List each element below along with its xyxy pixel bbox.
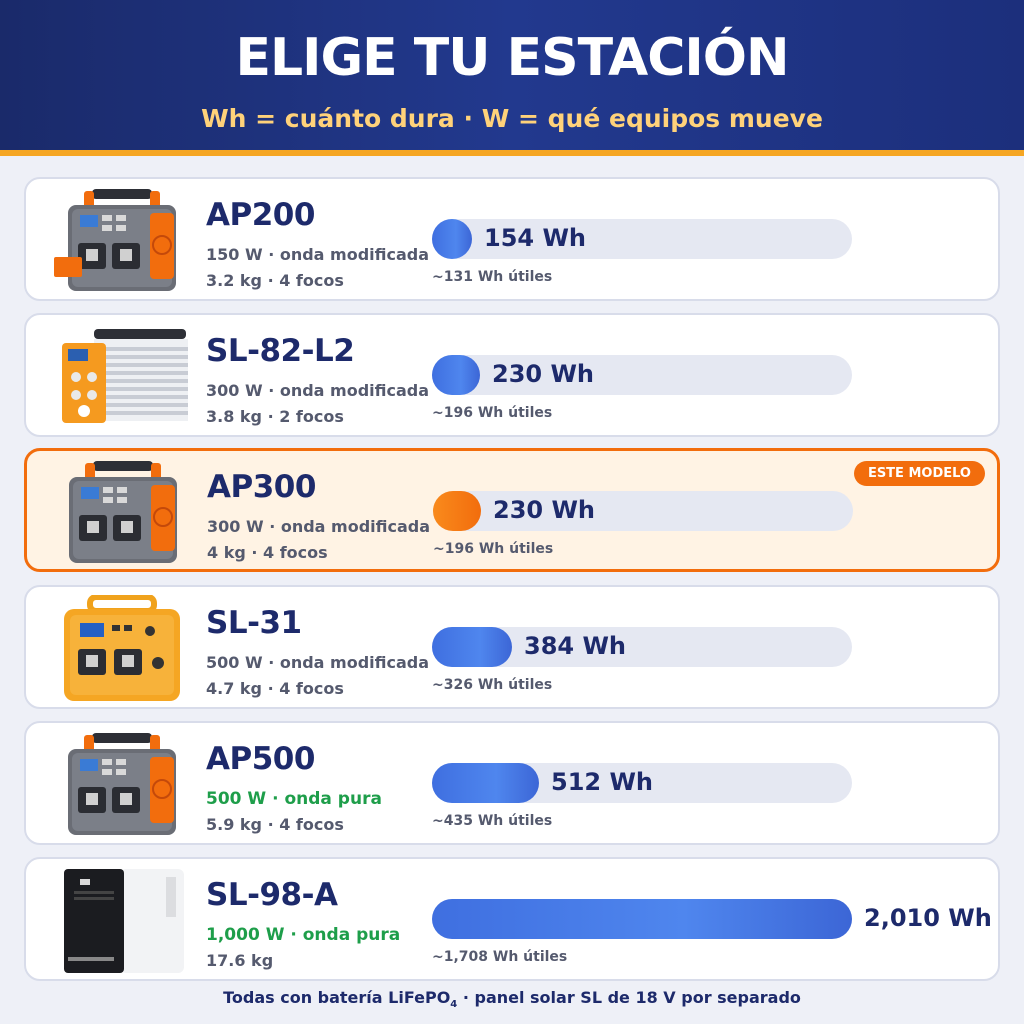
current-model-badge: ESTE MODELO [853, 461, 985, 486]
product-model: AP500 [206, 741, 315, 777]
capacity-bar-fill [432, 355, 480, 395]
product-details: 4.7 kg · 4 focos [206, 679, 344, 698]
product-power: 300 W · onda modificada [206, 381, 430, 400]
capacity-bar-fill [432, 627, 512, 667]
product-card-sl-98-a: SL-98-A 1,000 W · onda pura 17.6 kg 2,01… [24, 857, 1000, 981]
product-details: 3.8 kg · 2 focos [206, 407, 344, 426]
product-image [54, 323, 189, 431]
useful-capacity: ~196 Wh útiles [433, 541, 554, 557]
capacity-bar-track [432, 627, 852, 667]
capacity-label: 154 Wh [484, 224, 587, 252]
product-details: 5.9 kg · 4 focos [206, 815, 344, 834]
product-model: AP200 [206, 197, 315, 233]
capacity-label: 230 Wh [492, 360, 595, 388]
capacity-bar-track [432, 219, 852, 259]
capacity-bar-fill [432, 219, 472, 259]
capacity-bar-track [432, 355, 852, 395]
useful-capacity: ~326 Wh útiles [432, 677, 553, 693]
product-image [54, 731, 189, 839]
capacity-bar-fill [433, 491, 481, 531]
product-image [54, 867, 189, 975]
product-power: 1,000 W · onda pura [206, 925, 401, 945]
capacity-label: 512 Wh [551, 768, 654, 796]
product-image [55, 459, 190, 567]
capacity-bar-track [432, 763, 852, 803]
product-card-ap200: AP200 150 W · onda modificada 3.2 kg · 4… [24, 177, 1000, 301]
product-model: SL-82-L2 [206, 333, 355, 369]
page-subtitle: Wh = cuánto dura · W = qué equipos mueve [201, 104, 823, 133]
header-banner: ELIGE TU ESTACIÓN Wh = cuánto dura · W =… [0, 0, 1024, 150]
product-power: 150 W · onda modificada [206, 245, 430, 264]
product-model: SL-31 [206, 605, 302, 641]
product-power: 300 W · onda modificada [207, 517, 431, 536]
capacity-bar-fill [432, 899, 852, 939]
product-image [54, 187, 189, 295]
product-card-ap300: AP300 300 W · onda modificada 4 kg · 4 f… [24, 448, 1000, 572]
footer-note: Todas con batería LiFePO4 · panel solar … [223, 988, 801, 1011]
useful-capacity: ~1,708 Wh útiles [432, 949, 568, 965]
useful-capacity: ~131 Wh útiles [432, 269, 553, 285]
header-stripe [0, 150, 1024, 156]
product-card-ap500: AP500 500 W · onda pura 5.9 kg · 4 focos… [24, 721, 1000, 845]
product-details: 3.2 kg · 4 focos [206, 271, 344, 290]
capacity-bar-track [432, 899, 852, 939]
capacity-label: 384 Wh [524, 632, 627, 660]
product-image [54, 594, 189, 703]
capacity-bar-fill [432, 763, 539, 803]
product-power: 500 W · onda pura [206, 789, 382, 809]
product-model: SL-98-A [206, 877, 338, 913]
product-model: AP300 [207, 469, 316, 505]
product-details: 17.6 kg [206, 951, 274, 970]
capacity-bar-track [433, 491, 853, 531]
page-title: ELIGE TU ESTACIÓN [235, 28, 790, 88]
capacity-label: 230 Wh [493, 496, 596, 524]
capacity-label: 2,010 Wh [864, 904, 992, 932]
product-card-sl-31: SL-31 500 W · onda modificada 4.7 kg · 4… [24, 585, 1000, 709]
product-power: 500 W · onda modificada [206, 653, 430, 672]
useful-capacity: ~435 Wh útiles [432, 813, 553, 829]
product-details: 4 kg · 4 focos [207, 543, 328, 562]
useful-capacity: ~196 Wh útiles [432, 405, 553, 421]
product-card-sl-82-l2: SL-82-L2 300 W · onda modificada 3.8 kg … [24, 313, 1000, 437]
